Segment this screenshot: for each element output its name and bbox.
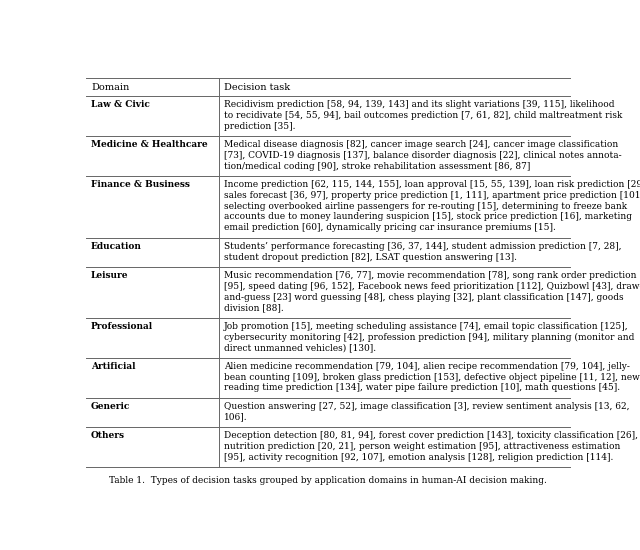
Text: Question answering [27, 52], image classification [3], review sentiment analysis: Question answering [27, 52], image class… bbox=[224, 402, 629, 422]
Text: Others: Others bbox=[91, 431, 125, 440]
Text: Alien medicine recommendation [79, 104], alien recipe recommendation [79, 104], : Alien medicine recommendation [79, 104],… bbox=[224, 362, 640, 393]
Text: Generic: Generic bbox=[91, 402, 131, 411]
Text: Law & Civic: Law & Civic bbox=[91, 100, 150, 109]
Text: Artificial: Artificial bbox=[91, 362, 136, 371]
Text: Medicine & Healthcare: Medicine & Healthcare bbox=[91, 140, 207, 149]
Text: Decision task: Decision task bbox=[224, 82, 290, 91]
Text: Table 1.  Types of decision tasks grouped by application domains in human-AI dec: Table 1. Types of decision tasks grouped… bbox=[109, 476, 547, 485]
Text: Income prediction [62, 115, 144, 155], loan approval [15, 55, 139], loan risk pr: Income prediction [62, 115, 144, 155], l… bbox=[224, 180, 640, 232]
Text: Students’ performance forecasting [36, 37, 144], student admission prediction [7: Students’ performance forecasting [36, 3… bbox=[224, 242, 621, 262]
Text: Medical disease diagnosis [82], cancer image search [24], cancer image classific: Medical disease diagnosis [82], cancer i… bbox=[224, 140, 621, 170]
Text: Education: Education bbox=[91, 242, 142, 251]
Text: Professional: Professional bbox=[91, 322, 153, 331]
Text: Finance & Business: Finance & Business bbox=[91, 180, 190, 189]
Text: Job promotion [15], meeting scheduling assistance [74], email topic classificati: Job promotion [15], meeting scheduling a… bbox=[224, 322, 634, 353]
Text: Deception detection [80, 81, 94], forest cover prediction [143], toxicity classi: Deception detection [80, 81, 94], forest… bbox=[224, 431, 638, 461]
Text: Domain: Domain bbox=[91, 82, 129, 91]
Text: Leisure: Leisure bbox=[91, 271, 129, 280]
Text: Music recommendation [76, 77], movie recommendation [78], song rank order predic: Music recommendation [76, 77], movie rec… bbox=[224, 271, 640, 312]
Text: Recidivism prediction [58, 94, 139, 143] and its slight variations [39, 115], li: Recidivism prediction [58, 94, 139, 143]… bbox=[224, 100, 622, 130]
